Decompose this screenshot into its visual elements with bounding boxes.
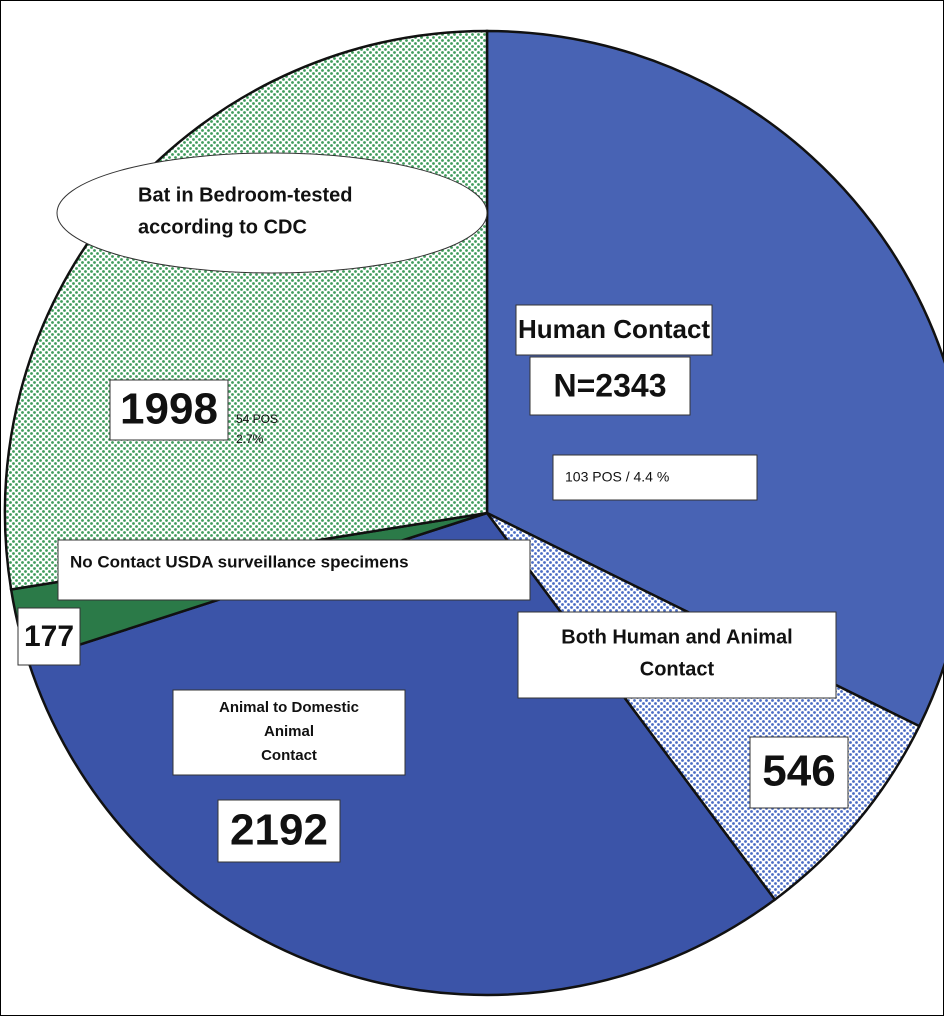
label-box [217,799,341,863]
label-box [17,607,81,666]
label-box [517,611,837,699]
label-box [57,539,531,601]
label-text: Human Contact [518,314,710,344]
label-text: 54 POS [236,412,278,426]
value-label: 177 [24,620,74,653]
label-box [515,304,713,356]
label-text: No Contact USDA surveillance specimens [70,552,409,571]
label-box [529,356,691,416]
label-text: Contact [640,658,715,680]
value-label: 546 [762,747,835,796]
label-text: according to CDC [138,216,307,238]
label-text: Animal to Domestic [219,699,359,716]
label-text: 103 POS / 4.4 % [565,469,669,485]
label-text: Contact [261,747,317,764]
label-box [749,736,849,809]
value-label: 2192 [230,806,328,855]
label-text: Animal [264,723,314,740]
label-text: Both Human and Animal [561,626,792,648]
value-label: N=2343 [554,367,667,403]
label-ellipse [56,152,488,274]
value-label: 1998 [120,385,218,434]
label-box [109,379,229,441]
label-box [172,689,406,776]
pie-slice [3,29,489,591]
pie-slice [485,29,944,728]
label-text: 2.7% [236,432,264,446]
label-box [552,454,758,501]
label-text: Bat in Bedroom-tested [138,184,352,206]
